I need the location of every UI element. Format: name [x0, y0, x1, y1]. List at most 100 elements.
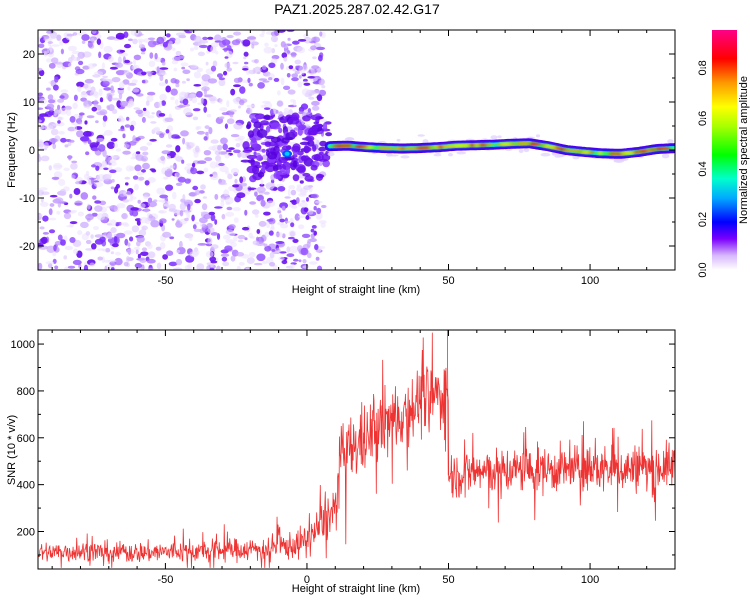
transition-blob — [292, 174, 300, 182]
noise-blob — [294, 59, 302, 65]
noise-blob — [266, 219, 274, 222]
track-halo — [667, 139, 674, 144]
noise-blob — [113, 142, 119, 148]
transition-blob — [292, 131, 298, 138]
noise-blob — [316, 207, 322, 215]
noise-blob — [121, 212, 128, 220]
noise-blob — [292, 238, 299, 243]
noise-blob — [98, 51, 102, 59]
noise-blob — [105, 247, 111, 253]
noise-blob — [218, 182, 228, 186]
noise-blob — [71, 160, 78, 164]
noise-blob — [157, 199, 166, 203]
spectrogram-tone-track — [324, 134, 675, 163]
noise-blob — [306, 197, 309, 202]
noise-blob — [175, 182, 183, 186]
noise-blob — [142, 109, 150, 117]
track-halo — [556, 154, 564, 158]
noise-blob — [158, 82, 167, 87]
noise-blob — [39, 213, 43, 218]
noise-blob — [118, 92, 123, 100]
noise-blob — [158, 113, 166, 117]
noise-blob — [146, 95, 154, 102]
noise-blob — [226, 45, 232, 51]
noise-blob — [131, 79, 138, 84]
noise-blob — [319, 31, 323, 37]
noise-blob — [63, 212, 72, 220]
noise-blob — [207, 78, 218, 84]
noise-blob — [85, 248, 93, 251]
noise-blob — [256, 253, 266, 262]
noise-blob — [164, 79, 168, 84]
snr-panel: -50 0 50 100 200 400 600 800 1000 Height of stra… — [6, 329, 676, 595]
noise-blob — [56, 34, 62, 41]
track-hot-spot — [481, 143, 486, 147]
noise-blob — [184, 265, 191, 270]
noise-blob — [166, 250, 174, 256]
noise-blob — [59, 95, 65, 99]
noise-blob — [122, 133, 126, 139]
noise-blob — [259, 183, 265, 187]
noise-blob — [123, 144, 130, 148]
noise-blob — [118, 117, 126, 123]
noise-blob — [38, 69, 45, 77]
noise-blob — [156, 187, 166, 195]
noise-blob — [102, 75, 108, 79]
noise-blob — [127, 82, 137, 86]
noise-blob — [119, 100, 128, 107]
track-hot-spot — [640, 149, 649, 153]
noise-blob — [144, 180, 150, 186]
noise-blob — [237, 234, 246, 240]
noise-blob — [115, 183, 120, 189]
noise-blob — [312, 56, 317, 60]
transition-blob — [247, 130, 254, 138]
noise-blob — [182, 98, 189, 106]
noise-blob — [141, 169, 146, 173]
noise-blob — [310, 193, 319, 199]
noise-blob — [95, 120, 99, 124]
noise-blob — [289, 263, 295, 270]
noise-blob — [46, 58, 53, 63]
noise-blob — [135, 154, 144, 162]
noise-blob — [138, 39, 143, 48]
noise-blob — [78, 60, 84, 66]
noise-blob — [225, 201, 231, 205]
noise-blob — [46, 245, 55, 249]
noise-blob — [203, 167, 209, 173]
noise-blob — [131, 210, 139, 217]
noise-blob — [89, 142, 99, 149]
noise-blob — [127, 86, 131, 91]
track-halo — [540, 152, 551, 157]
noise-blob — [68, 211, 76, 214]
noise-blob — [198, 190, 205, 194]
transition-blob — [260, 120, 269, 126]
noise-blob — [251, 43, 255, 49]
transition-blob — [292, 143, 301, 152]
noise-blob — [238, 261, 245, 266]
noise-blob — [141, 116, 146, 123]
noise-blob — [90, 234, 94, 239]
noise-blob — [168, 131, 172, 140]
noise-blob — [48, 62, 56, 69]
noise-blob — [40, 197, 44, 203]
noise-blob — [143, 107, 147, 112]
noise-blob — [112, 243, 119, 248]
noise-blob — [116, 232, 126, 239]
noise-blob — [132, 135, 136, 143]
noise-blob — [139, 257, 147, 264]
track-halo — [327, 151, 335, 157]
noise-blob — [207, 36, 214, 40]
spectrogram-ticks: -50 50 100 -20 -10 0 10 20 — [19, 29, 676, 287]
noise-blob — [176, 219, 181, 225]
noise-blob — [196, 67, 203, 73]
transition-blob — [304, 175, 314, 182]
noise-blob — [77, 86, 82, 93]
noise-blob — [214, 193, 219, 200]
noise-blob — [275, 109, 279, 114]
noise-blob — [224, 56, 229, 59]
noise-blob — [209, 267, 215, 270]
transition-blob — [322, 122, 328, 132]
noise-blob — [77, 211, 84, 217]
noise-blob — [300, 103, 309, 110]
noise-blob — [287, 89, 296, 95]
